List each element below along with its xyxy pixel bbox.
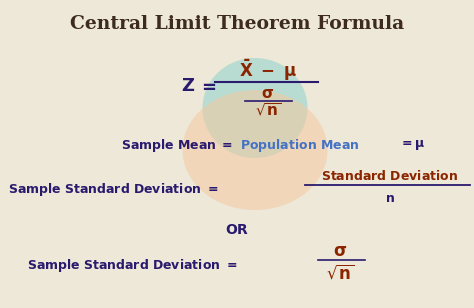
Text: Central Limit Theorem Formula: Central Limit Theorem Formula (70, 15, 404, 33)
Text: $\mathbf{\bar{X}}$$\mathbf{\ -\ \mu}$: $\mathbf{\bar{X}}$$\mathbf{\ -\ \mu}$ (239, 57, 297, 83)
Text: $\mathbf{Z}$: $\mathbf{Z}$ (181, 77, 195, 95)
Text: $\bf{Sample\ Standard\ Deviation\ =\ }$: $\bf{Sample\ Standard\ Deviation\ =\ }$ (8, 181, 219, 198)
Text: $\mathbf{\sigma}$: $\mathbf{\sigma}$ (333, 244, 347, 261)
Text: $\bf{Standard\ Deviation}$: $\bf{Standard\ Deviation}$ (321, 169, 459, 183)
Text: $\bf{n}$: $\bf{n}$ (385, 192, 395, 205)
Text: $\bf{OR}$: $\bf{OR}$ (225, 223, 249, 237)
Text: $\mathbf{=}$: $\mathbf{=}$ (198, 77, 217, 95)
Text: $\bf{Sample\ Standard\ Deviation\ =\ }$: $\bf{Sample\ Standard\ Deviation\ =\ }$ (27, 257, 237, 274)
Ellipse shape (182, 90, 328, 210)
Ellipse shape (202, 58, 308, 158)
Text: $\bf{Sample\ Mean}$ $\bf{=}$: $\bf{Sample\ Mean}$ $\bf{=}$ (121, 136, 237, 153)
Text: $\mathbf{\sqrt{n}}$: $\mathbf{\sqrt{n}}$ (255, 102, 281, 119)
Text: $\mathbf{\sigma}$: $\mathbf{\sigma}$ (262, 87, 274, 101)
Text: $\bf{= \mu}$: $\bf{= \mu}$ (399, 138, 425, 152)
Text: $\bf{Population\ Mean}$: $\bf{Population\ Mean}$ (240, 136, 359, 153)
Text: $\mathbf{\sqrt{n}}$: $\mathbf{\sqrt{n}}$ (326, 264, 354, 282)
